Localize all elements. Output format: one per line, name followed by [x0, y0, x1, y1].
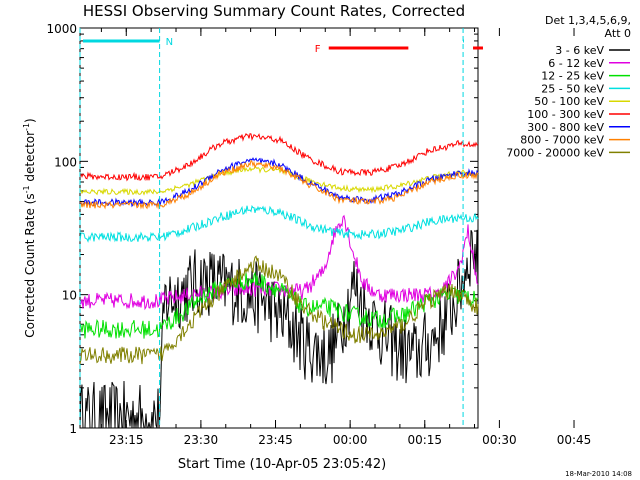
- y-axis-label-end: ): [23, 118, 37, 123]
- plot-frame: [79, 27, 479, 429]
- x-tick-label: 23:15: [109, 433, 144, 447]
- x-tick-label: 23:30: [184, 433, 219, 447]
- legend-entry-label: 6 - 12 keV: [548, 57, 604, 70]
- plot-area: 1 10 100 1000 23:15 23:30 23:45 00:00 00:15 00:30…: [46, 22, 591, 447]
- y-tick-label: 1000: [46, 22, 77, 36]
- flare-flag-label: F: [315, 44, 321, 55]
- legend-entry-label: 300 - 800 keV: [527, 121, 604, 134]
- x-tick-label: 23:45: [258, 433, 293, 447]
- legend-entry-label: 3 - 6 keV: [555, 44, 604, 57]
- series-line: [79, 159, 479, 210]
- chart-title: HESSI Observing Summary Count Rates, Cor…: [83, 2, 465, 20]
- footer-timestamp: 18-Mar-2010 14:08: [565, 470, 632, 478]
- legend-entry-label: 7000 - 20000 keV: [506, 146, 604, 159]
- series-line: [79, 204, 479, 243]
- legend-entry-label: 50 - 100 keV: [534, 95, 604, 108]
- series-line: [79, 157, 479, 208]
- legend-entry-label: 25 - 50 keV: [541, 82, 604, 95]
- y-tick-label: 1: [69, 422, 77, 436]
- x-tick-label: 00:45: [557, 433, 592, 447]
- legend-header-line1: Det 1,3,4,5,6,9,: [545, 14, 631, 27]
- x-tick-label: 00:30: [482, 433, 517, 447]
- y-tick-label: 100: [54, 155, 77, 169]
- legend-header-line2: Att 0: [605, 27, 631, 40]
- x-axis-label: Start Time (10-Apr-05 23:05:42): [178, 457, 386, 472]
- series-line: [79, 133, 479, 182]
- legend-entry-label: 12 - 25 keV: [541, 70, 604, 83]
- series-line: [79, 271, 479, 339]
- series-line: [79, 255, 479, 365]
- y-axis-label-mid: detector: [23, 131, 37, 186]
- y-tick-label: 10: [62, 289, 77, 303]
- x-tick-label: 00:15: [407, 433, 442, 447]
- night-flag-label: N: [166, 37, 173, 48]
- legend-entry-label: 800 - 7000 keV: [520, 134, 604, 147]
- y-axis-label-main: Corrected Count Rate (s: [23, 193, 37, 337]
- y-axis-label: Corrected Count Rate (s-1 detector-1): [22, 118, 37, 337]
- series-line: [79, 214, 479, 311]
- y-axis-label-sup1: -1: [22, 185, 31, 193]
- series-line: [79, 229, 479, 429]
- y-axis-label-sup2: -1: [22, 123, 31, 131]
- x-tick-label: 00:00: [333, 433, 368, 447]
- legend-entry-label: 100 - 300 keV: [527, 108, 604, 121]
